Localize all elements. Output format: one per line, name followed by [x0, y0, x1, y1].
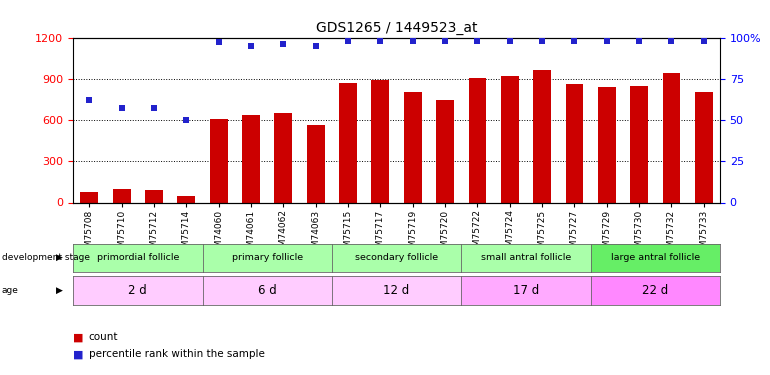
Bar	[403, 93, 422, 202]
Text: 2 d: 2 d	[129, 284, 147, 297]
Point	[471, 38, 484, 44]
Bar	[662, 73, 681, 202]
Text: count: count	[89, 333, 118, 342]
Bar	[242, 115, 260, 202]
Title: GDS1265 / 1449523_at: GDS1265 / 1449523_at	[316, 21, 477, 35]
Bar	[274, 113, 293, 202]
Text: secondary follicle: secondary follicle	[355, 254, 438, 262]
Point	[536, 38, 548, 44]
Point	[180, 117, 192, 123]
Text: ■: ■	[73, 333, 84, 342]
Text: ▶: ▶	[56, 286, 63, 295]
Point	[342, 38, 354, 44]
Bar	[468, 78, 487, 203]
Point	[601, 38, 613, 44]
Point	[698, 38, 710, 44]
Text: 6 d: 6 d	[258, 284, 276, 297]
Bar	[598, 87, 616, 202]
Bar	[177, 196, 196, 202]
Point	[633, 38, 645, 44]
Text: large antral follicle: large antral follicle	[611, 254, 700, 262]
Point	[310, 43, 322, 49]
Text: percentile rank within the sample: percentile rank within the sample	[89, 350, 264, 359]
Point	[116, 105, 128, 111]
Point	[504, 38, 516, 44]
Bar	[630, 86, 648, 202]
Text: ▶: ▶	[56, 254, 63, 262]
Bar	[371, 80, 390, 203]
Text: 22 d: 22 d	[642, 284, 668, 297]
Point	[83, 97, 95, 103]
Bar	[436, 100, 454, 202]
Point	[665, 38, 678, 44]
Text: 12 d: 12 d	[383, 284, 410, 297]
Text: ■: ■	[73, 350, 84, 359]
Point	[374, 38, 387, 44]
Text: development stage: development stage	[2, 254, 89, 262]
Bar	[306, 125, 325, 202]
Bar	[695, 93, 713, 202]
Point	[277, 41, 290, 47]
Point	[245, 43, 257, 49]
Text: 17 d: 17 d	[513, 284, 539, 297]
Point	[568, 38, 581, 44]
Text: primordial follicle: primordial follicle	[97, 254, 179, 262]
Point	[407, 38, 419, 44]
Bar	[565, 84, 584, 203]
Text: primary follicle: primary follicle	[232, 254, 303, 262]
Bar	[209, 118, 228, 202]
Text: small antral follicle: small antral follicle	[480, 254, 571, 262]
Bar	[80, 192, 99, 202]
Point	[148, 105, 160, 111]
Point	[439, 38, 451, 44]
Text: age: age	[2, 286, 18, 295]
Bar	[533, 70, 551, 202]
Point	[213, 39, 225, 45]
Bar	[500, 76, 519, 202]
Bar	[339, 83, 357, 203]
Bar	[112, 189, 131, 202]
Bar	[145, 190, 163, 202]
